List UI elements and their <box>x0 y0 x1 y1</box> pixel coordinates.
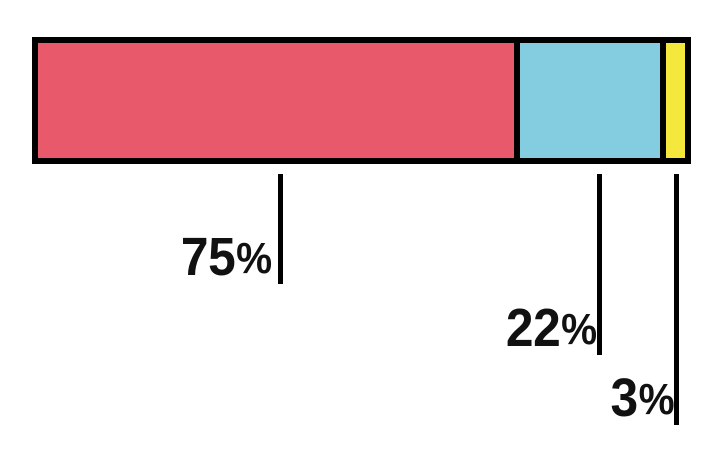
segment-divider-2 <box>659 43 666 158</box>
bar-segment-blue <box>520 43 660 158</box>
percentage-label-red: 75% <box>181 230 272 284</box>
segment-divider-1 <box>514 43 521 158</box>
percentage-value-yellow: 3 <box>610 368 638 428</box>
percent-sign-blue: % <box>561 305 597 354</box>
percent-sign-red: % <box>236 234 272 283</box>
percentage-label-blue: 22% <box>506 301 597 355</box>
stacked-bar <box>32 37 691 164</box>
leader-line-blue <box>597 174 602 355</box>
bar-segment-red <box>38 43 515 158</box>
percentage-value-red: 75 <box>181 227 236 287</box>
percentage-value-blue: 22 <box>506 298 561 358</box>
percentage-label-yellow: 3% <box>610 371 674 425</box>
leader-line-red <box>278 174 283 284</box>
percent-sign-yellow: % <box>638 375 674 424</box>
bar-segment-yellow <box>665 43 685 158</box>
leader-line-yellow <box>674 174 679 425</box>
